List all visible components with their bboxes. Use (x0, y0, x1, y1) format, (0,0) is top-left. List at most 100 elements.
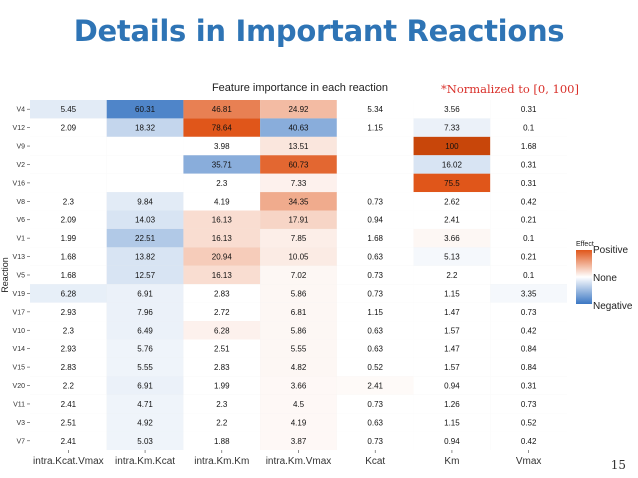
heatmap-cell (183, 173, 261, 193)
heatmap-cell (490, 394, 567, 414)
heatmap-cell (183, 339, 261, 358)
heatmap-cell-value: 4.5 (293, 400, 305, 409)
heatmap-cell-value: 13.51 (288, 142, 309, 151)
heatmap-cell (336, 100, 414, 119)
heatmap-cell-value: 0.94 (367, 216, 383, 225)
heatmap-cell-value: 7.33 (444, 124, 460, 133)
heatmap-cell-value: 2.3 (216, 400, 228, 409)
heatmap-cell (413, 394, 491, 414)
heatmap-cell-value: 0.73 (521, 308, 537, 317)
heatmap-cell-value: 0.1 (523, 124, 535, 133)
heatmap-row-V14: 2.93 5.76 2.51 5.55 0.63 1.47 0.84 (30, 339, 567, 358)
heatmap-cell (413, 136, 491, 156)
heatmap-cell (30, 118, 107, 137)
heatmap-cell-value: 2.51 (61, 418, 77, 427)
x-tick-label: intra.Km.Km (194, 456, 249, 467)
heatmap-cell (260, 321, 337, 340)
heatmap-cell-value: 10.05 (288, 253, 309, 262)
heatmap-cell (260, 302, 337, 322)
heatmap-row-V5: 1.68 12.57 16.13 7.02 0.73 2.2 0.1 (30, 265, 567, 285)
heatmap-cell-value: 0.63 (367, 326, 383, 335)
heatmap-cell (490, 247, 567, 266)
heatmap-cell-value: 2.83 (214, 289, 230, 298)
heatmap-cell-value: 2.2 (446, 271, 458, 280)
heatmap-cell-value: 7.96 (137, 308, 153, 317)
heatmap-cell (183, 100, 261, 119)
heatmap-cell-value: 16.13 (212, 234, 233, 243)
heatmap-cell (30, 413, 107, 432)
heatmap-cell (336, 321, 414, 340)
heatmap-cell (490, 228, 567, 248)
heatmap-cell (30, 210, 107, 229)
heatmap-cell-value: 0.73 (367, 400, 383, 409)
heatmap-cell-value: 4.71 (137, 400, 153, 409)
heatmap-cell (106, 376, 184, 395)
heatmap-cell-value: 17.91 (288, 216, 309, 225)
heatmap-cell (336, 192, 414, 211)
heatmap-cell (413, 413, 491, 432)
heatmap-cell-value: 2.41 (61, 400, 77, 409)
y-tick-label: V19 (13, 291, 26, 298)
heatmap-cell (30, 376, 107, 395)
heatmap-cell-value: 0.94 (444, 382, 460, 391)
y-tick-label: V4 (16, 107, 25, 114)
heatmap-cell-value: 3.98 (214, 142, 230, 151)
heatmap-cell-value: 1.47 (444, 308, 460, 317)
heatmap-cell (413, 100, 491, 119)
heatmap-cell (260, 192, 337, 211)
legend-title: Effect (576, 241, 594, 248)
heatmap-cell-value: 1.68 (61, 253, 77, 262)
heatmap-cell-value: 0.31 (521, 105, 537, 114)
heatmap-cell-value: 75.5 (444, 179, 460, 188)
heatmap-cell-value: 1.57 (444, 326, 460, 335)
heatmap-cell-value: 5.55 (291, 345, 307, 354)
heatmap-cell (106, 136, 184, 156)
heatmap-cell (30, 100, 107, 119)
heatmap-cell (106, 413, 184, 432)
heatmap-cell-value: 3.66 (444, 234, 460, 243)
heatmap-cell (106, 247, 184, 266)
heatmap-cell-value: 35.71 (212, 160, 233, 169)
heatmap-cell (30, 155, 107, 174)
y-tick-label: V14 (13, 346, 26, 353)
normalization-note: *Normalized to [0, 100] (441, 82, 579, 96)
heatmap-cell (490, 376, 567, 395)
heatmap-cell (260, 339, 337, 358)
heatmap-cell (106, 118, 184, 137)
heatmap-cell (183, 155, 261, 174)
heatmap-cell (336, 376, 414, 395)
heatmap-cell (183, 247, 261, 266)
heatmap-cell (183, 192, 261, 211)
y-tick-label: V13 (13, 254, 26, 261)
heatmap-cell (30, 192, 107, 211)
heatmap-cell (106, 173, 184, 193)
heatmap-cell-value: 0.42 (521, 326, 537, 335)
heatmap-cell-value: 5.76 (137, 345, 153, 354)
heatmap-cell-value: 6.81 (291, 308, 307, 317)
heatmap-cell-value: 0.73 (367, 197, 383, 206)
heatmap-cell-value: 60.31 (135, 105, 156, 114)
heatmap-cell (260, 265, 337, 285)
heatmap-cell-value: 6.91 (137, 289, 153, 298)
heatmap-cell-value: 6.28 (214, 326, 230, 335)
heatmap-cell (30, 265, 107, 285)
heatmap-cell (413, 173, 491, 193)
heatmap-cell-value: 0.63 (367, 253, 383, 262)
heatmap-cell-value: 0.42 (521, 197, 537, 206)
heatmap-cell (183, 265, 261, 285)
heatmap-cell-value: 5.45 (61, 105, 77, 114)
heatmap-cell-value: 4.19 (291, 418, 307, 427)
heatmap-cell (413, 302, 491, 322)
heatmap-cell-value: 5.13 (444, 253, 460, 262)
heatmap-cell (183, 376, 261, 395)
heatmap-cell (30, 302, 107, 322)
heatmap-cell (260, 228, 337, 248)
heatmap-cell (490, 339, 567, 358)
x-tick-label: Vmax (516, 456, 542, 467)
heatmap-cell (260, 431, 337, 450)
heatmap-cell (490, 431, 567, 450)
heatmap-cell-value: 22.51 (135, 234, 156, 243)
heatmap-cell (183, 357, 261, 377)
heatmap-cell (106, 302, 184, 322)
heatmap-cell (413, 228, 491, 248)
